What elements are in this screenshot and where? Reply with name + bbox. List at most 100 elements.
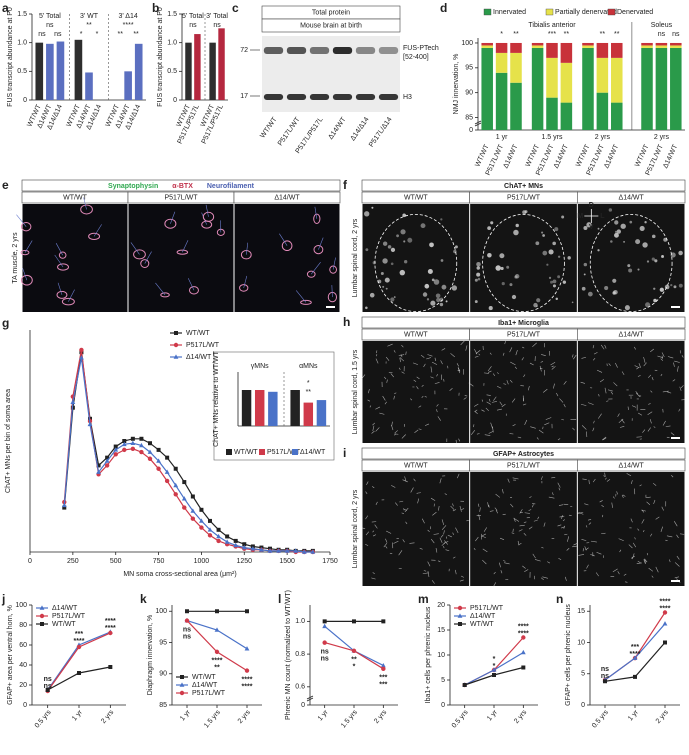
significance: ** <box>351 657 357 664</box>
scale-bar <box>671 437 680 439</box>
cell <box>391 262 394 265</box>
bar-segment <box>670 43 682 45</box>
y-axis-label: NMJ innervation, % <box>453 54 460 115</box>
significance: **** <box>660 605 671 612</box>
legend-label: P517L/WT <box>52 613 86 620</box>
significance: ** <box>614 31 620 38</box>
lane-label: WT/WT <box>259 116 279 140</box>
y-axis-label: FUS transcript abundance at P0 <box>157 7 164 107</box>
cell <box>478 278 481 281</box>
title-part: α-BTX <box>172 183 193 190</box>
significance: ** <box>306 389 312 396</box>
cell <box>365 307 368 310</box>
cell <box>652 235 656 239</box>
x-tick-label: 1 yr <box>486 708 499 722</box>
significance: **** <box>630 651 641 658</box>
side-label: TA muscle, 2 yrs <box>12 232 19 284</box>
bar <box>135 44 143 100</box>
cell <box>475 300 478 303</box>
y-tick-label: 0 <box>441 702 445 709</box>
cell <box>644 221 646 223</box>
bar <box>317 400 326 426</box>
y-tick-label: 15 <box>437 627 445 634</box>
y-tick-label: 100 <box>461 40 473 47</box>
significance: ns <box>38 31 46 38</box>
bar <box>268 392 277 426</box>
significance: ns <box>321 655 329 662</box>
cell <box>403 240 405 242</box>
column-label: P517L/WT <box>507 462 541 469</box>
bar-segment <box>656 43 668 45</box>
cell <box>549 277 551 279</box>
bar-segment <box>510 53 522 83</box>
point <box>79 348 83 352</box>
cell <box>583 226 587 230</box>
bar <box>304 403 313 426</box>
point <box>40 622 44 626</box>
y-tick-label: 5 <box>581 671 585 678</box>
micrograph <box>578 204 685 312</box>
blot-band <box>356 47 375 54</box>
bar-segment <box>481 45 493 47</box>
column-label: Δ14/WT <box>619 331 645 338</box>
legend-label: WT/WT <box>192 674 216 681</box>
cell <box>627 264 630 267</box>
cell <box>612 279 616 283</box>
significance: * <box>353 664 356 671</box>
y-tick-label: 95 <box>159 639 167 646</box>
cell <box>554 227 558 231</box>
point <box>174 467 178 471</box>
blot-header: Total protein <box>312 9 350 16</box>
bar <box>209 43 215 100</box>
cell <box>424 284 429 289</box>
bar-segment <box>532 45 544 47</box>
bar-segment <box>481 48 493 130</box>
bar-segment <box>532 43 544 45</box>
column-label: Δ14/WT <box>619 194 645 201</box>
significance: **** <box>242 683 253 690</box>
significance: ns <box>54 31 62 38</box>
blot-band <box>356 94 375 100</box>
significance: **** <box>518 630 529 637</box>
y-tick-label: 20 <box>19 682 27 689</box>
blot-band <box>310 47 329 54</box>
series-line <box>187 621 247 649</box>
bar-segment <box>641 43 653 45</box>
micrograph <box>129 204 234 312</box>
micrograph <box>470 472 577 586</box>
side-label: Lumbar spinal cord, 2 yrs <box>352 218 359 297</box>
point <box>131 437 135 441</box>
cell <box>455 245 458 248</box>
significance: * <box>500 31 503 38</box>
bar <box>85 72 93 100</box>
cell <box>407 238 412 243</box>
y-tick-label: 5 <box>441 677 445 684</box>
x-tick-label: 1500 <box>279 558 295 565</box>
significance: ** <box>600 31 606 38</box>
y-tick-label: 95 <box>465 65 473 72</box>
column-label: Δ14/WT <box>619 462 645 469</box>
bar-segment <box>641 48 653 130</box>
x-tick-label: 1 yr <box>179 708 192 722</box>
cell <box>635 239 640 244</box>
y-tick-label: 80 <box>19 622 27 629</box>
bar <box>218 28 224 100</box>
cell <box>441 259 444 262</box>
legend-label: Δ14/WT <box>300 449 326 456</box>
cell <box>388 245 392 249</box>
group-label: 2 yrs <box>595 134 611 141</box>
point <box>180 675 184 679</box>
x-tick-label: 250 <box>67 558 79 565</box>
cell <box>428 269 433 274</box>
x-tick-label: 1250 <box>236 558 252 565</box>
y-axis-label: ChAT+ MNs per bin of soma area <box>5 389 12 493</box>
significance: **** <box>105 618 116 625</box>
point <box>458 606 462 610</box>
legend-swatch <box>292 449 298 455</box>
x-axis-label: MN soma cross-sectional area (μm²) <box>123 571 236 578</box>
side-label: Lumbar spinal cord, 1.5 yrs <box>352 349 359 434</box>
x-tick-label: 0.5 yrs <box>451 709 470 730</box>
legend-label: Denervated <box>617 9 653 16</box>
